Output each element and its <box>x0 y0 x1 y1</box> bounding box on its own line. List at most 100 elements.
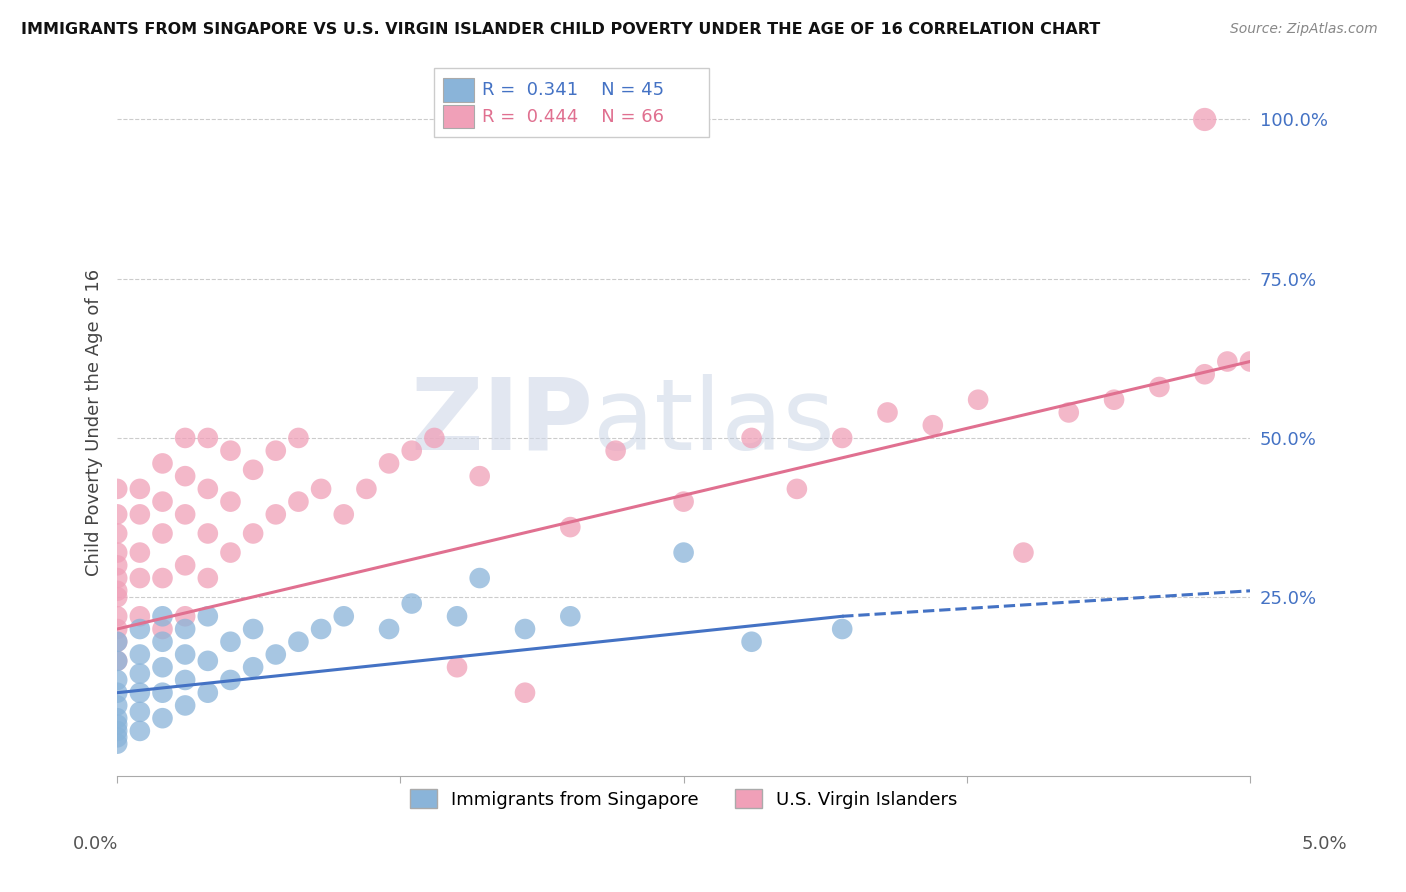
Point <box>513 622 536 636</box>
Point <box>264 443 287 458</box>
Point <box>105 711 128 725</box>
Point <box>468 571 491 585</box>
Point <box>174 622 197 636</box>
Point <box>128 545 150 559</box>
Point <box>174 558 197 573</box>
Point <box>264 508 287 522</box>
Point <box>197 482 219 496</box>
Point <box>446 609 468 624</box>
Point <box>105 545 128 559</box>
Point <box>378 457 401 471</box>
Point <box>152 711 174 725</box>
Point <box>105 654 128 668</box>
Point <box>219 673 242 687</box>
Point <box>197 526 219 541</box>
Point <box>219 545 242 559</box>
Point <box>152 622 174 636</box>
Point <box>287 634 309 648</box>
Point <box>105 571 128 585</box>
Point <box>287 431 309 445</box>
Point <box>967 392 990 407</box>
Point <box>174 648 197 662</box>
Point <box>401 597 423 611</box>
Point <box>672 494 695 508</box>
Point <box>401 443 423 458</box>
Point <box>174 469 197 483</box>
Point <box>560 520 582 534</box>
Legend: Immigrants from Singapore, U.S. Virgin Islanders: Immigrants from Singapore, U.S. Virgin I… <box>402 782 965 816</box>
Point <box>105 622 128 636</box>
Point <box>786 482 808 496</box>
Point <box>152 634 174 648</box>
Point <box>309 622 332 636</box>
Point <box>105 609 128 624</box>
Point <box>1149 380 1171 394</box>
Point <box>672 545 695 559</box>
Point <box>174 508 197 522</box>
Point <box>741 634 763 648</box>
Point <box>152 457 174 471</box>
Point <box>468 469 491 483</box>
Point <box>152 660 174 674</box>
Point <box>174 609 197 624</box>
Point <box>128 508 150 522</box>
Point <box>128 666 150 681</box>
Point <box>128 571 150 585</box>
Point <box>174 673 197 687</box>
Point <box>219 443 242 458</box>
Point <box>1194 112 1216 127</box>
Point <box>105 558 128 573</box>
Point <box>128 705 150 719</box>
Point <box>921 418 943 433</box>
Point <box>1194 368 1216 382</box>
Point <box>105 482 128 496</box>
Point <box>152 494 174 508</box>
Point <box>128 482 150 496</box>
Point <box>1239 354 1261 368</box>
Point <box>242 463 264 477</box>
Point <box>105 698 128 713</box>
Point <box>105 590 128 604</box>
Point <box>105 634 128 648</box>
Point <box>1102 392 1125 407</box>
Point <box>332 508 354 522</box>
Point <box>152 526 174 541</box>
Point <box>128 648 150 662</box>
Point <box>197 654 219 668</box>
Point <box>309 482 332 496</box>
Point <box>105 654 128 668</box>
Point <box>128 609 150 624</box>
Point <box>560 609 582 624</box>
Text: IMMIGRANTS FROM SINGAPORE VS U.S. VIRGIN ISLANDER CHILD POVERTY UNDER THE AGE OF: IMMIGRANTS FROM SINGAPORE VS U.S. VIRGIN… <box>21 22 1101 37</box>
Point <box>831 622 853 636</box>
Point <box>105 723 128 738</box>
Point <box>513 686 536 700</box>
Text: ZIP: ZIP <box>411 374 593 470</box>
Point <box>105 526 128 541</box>
Point <box>174 431 197 445</box>
Point <box>1216 354 1239 368</box>
Point <box>876 405 898 419</box>
Point <box>197 571 219 585</box>
Point <box>174 698 197 713</box>
Y-axis label: Child Poverty Under the Age of 16: Child Poverty Under the Age of 16 <box>86 268 103 575</box>
Point <box>105 686 128 700</box>
Point <box>423 431 446 445</box>
Point <box>219 634 242 648</box>
Point <box>356 482 378 496</box>
Point <box>197 431 219 445</box>
Point <box>105 717 128 731</box>
Point <box>264 648 287 662</box>
Point <box>105 583 128 598</box>
Point <box>446 660 468 674</box>
Point <box>128 723 150 738</box>
Point <box>197 609 219 624</box>
Point <box>1012 545 1035 559</box>
Point <box>128 686 150 700</box>
Point <box>219 494 242 508</box>
Point <box>105 634 128 648</box>
Point <box>152 686 174 700</box>
Point <box>242 526 264 541</box>
Point <box>105 508 128 522</box>
Point <box>287 494 309 508</box>
